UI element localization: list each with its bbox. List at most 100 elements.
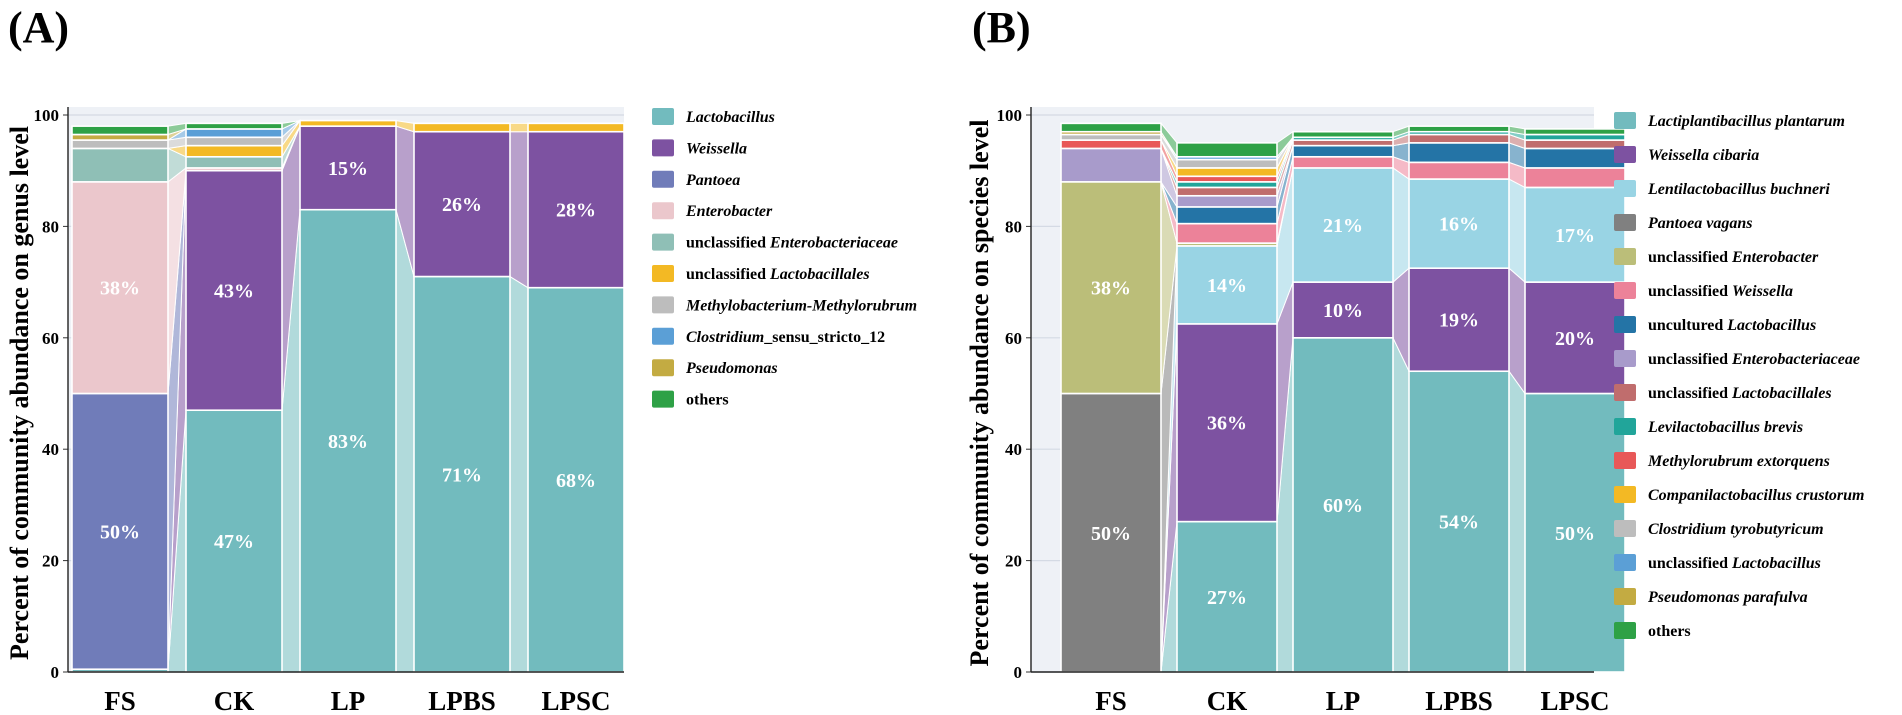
panel-a-data-label: 47%: [214, 531, 254, 553]
panel-a-connector-lactobacillus: [395, 209, 415, 673]
panel-b-segment-others: [1408, 125, 1510, 133]
panel-a-segment-pseudomonas: [71, 133, 169, 141]
legend-text-part: unclassified: [1648, 555, 1732, 572]
panel-a-legend-label-others: others: [686, 392, 729, 409]
panel-b-legend-label-pantoea-vagans: Pantoea vagans: [1647, 215, 1752, 232]
panel-a-legend-swatch-lactobacillus: [652, 108, 674, 125]
panel-b-ytick-label: 20: [1005, 552, 1022, 571]
panel-b-legend-swatch-clostridium-tyrobutyricum: [1614, 520, 1636, 537]
panel-b-segment-weissella-cibaria: [1176, 323, 1278, 523]
panel-a-ytick-label: 0: [51, 663, 60, 682]
panel-a-data-label: 71%: [442, 464, 482, 486]
legend-text-part: Enterobacteriaceae: [769, 235, 898, 252]
panel-a-segment-weissella: [527, 130, 625, 289]
panel-a: (A) 0 20 40 60 80 100 50% 38% 47% 43% 83% 15% 71% 26% 6…: [5, 3, 917, 715]
panel-b-ytick-label: 40: [1005, 440, 1022, 459]
panel-b-legend-label-lactiplantibacillus-plantarum: Lactiplantibacillus plantarum: [1647, 113, 1845, 130]
panel-b-legend-label-pseudomonas-parafulva: Pseudomonas parafulva: [1647, 589, 1808, 606]
panel-a-xtick-label: FS: [104, 686, 136, 715]
panel-b-segment-uncultured-lactobacillus: [1408, 142, 1510, 164]
legend-text-part: Clostridium: [686, 329, 764, 346]
panel-a-data-label: 26%: [442, 194, 482, 216]
panel-b-bar-lpsc: [1524, 128, 1626, 673]
panel-a-legend-swatch-unclassified-lactobacillales: [652, 265, 674, 282]
legend-text-part: Levilactobacillus brevis: [1647, 419, 1803, 436]
panel-a-legend-label-unclassified-enterobacteriaceae: unclassified Enterobacteriaceae: [686, 235, 898, 252]
panel-b-legend-swatch-unclassified-lactobacillus: [1614, 554, 1636, 571]
legend-text-part: _sensu_stricto_12: [763, 329, 885, 346]
panel-b-legend-label-unclassified-enterobacter: unclassified Enterobacter: [1648, 249, 1819, 266]
panel-b-segment-companilactobacillus-crustorum: [1176, 167, 1278, 178]
panel-b-ytick-label: 60: [1005, 329, 1022, 348]
panel-b-segment-others: [1524, 128, 1626, 136]
panel-a-segment-lactobacillus: [527, 286, 625, 673]
legend-text-part: Pantoea vagans: [1647, 215, 1752, 232]
panel-b-segment-weissella-cibaria: [1408, 267, 1510, 373]
panel-b-segment-others: [1176, 142, 1278, 158]
panel-b-segment-lentilactobacillus-buchneri: [1292, 167, 1394, 283]
panel-a-segment-weissella: [299, 125, 397, 211]
panel-b-legend-swatch-unclassified-weissella: [1614, 282, 1636, 299]
panel-b-segment-weissella-cibaria: [1524, 281, 1626, 395]
legend-text-part: Methylorubrum extorquens: [1647, 453, 1830, 470]
panel-a-legend-swatch-weissella: [652, 139, 674, 157]
legend-text-part: Enterobacteriaceae: [1731, 351, 1860, 368]
panel-a-segment-unclassified-lactobacillales: [185, 144, 283, 158]
legend-text-part: Lentilactobacillus buchneri: [1647, 181, 1830, 198]
panel-b-xtick-label: LPSC: [1540, 686, 1609, 715]
panel-a-legend-label-methylobacterium-methylorubrum: Methylobacterium-Methylorubrum: [685, 297, 917, 314]
panel-a-legend-label-weissella: Weissella: [686, 140, 747, 157]
panel-b-y-axis-title: Percent of community abundance on specie…: [965, 120, 994, 667]
panel-b-bar-fs: [1060, 122, 1162, 673]
panel-a-legend-label-enterobacter: Enterobacter: [685, 203, 773, 220]
panel-a-legend-swatch-methylobacterium-methylorubrum: [652, 296, 674, 314]
panel-a-bar-fs: [71, 125, 169, 673]
panel-b-segment-unclassified-lactobacillales: [1292, 139, 1394, 147]
legend-text-part: Lactobacillales: [769, 266, 870, 283]
panel-b-segment-unclassified-weissella: [1292, 155, 1394, 169]
panel-b-segment-unclassified-weissella: [1176, 222, 1278, 244]
legend-text-part: Lactiplantibacillus plantarum: [1647, 113, 1845, 130]
panel-a-segment-lactobacillus: [413, 275, 511, 673]
panel-b-legend-label-unclassified-enterobacteriaceae: unclassified Enterobacteriaceae: [1648, 351, 1860, 368]
panel-b-legend-swatch-unclassified-enterobacter: [1614, 248, 1636, 265]
panel-b-data-label: 17%: [1555, 225, 1595, 247]
panel-a-segment-lactobacillus: [185, 409, 283, 673]
panel-b-segment-levilactobacillus-brevis: [1176, 181, 1278, 189]
panel-b-bar-lpbs: [1408, 125, 1510, 673]
panel-b-legend-label-unclassified-weissella: unclassified Weissella: [1648, 283, 1793, 300]
panel-b-segment-levilactobacillus-brevis: [1524, 133, 1626, 141]
panel-b-legend-swatch-companilactobacillus-crustorum: [1614, 486, 1636, 503]
panel-b-legend-label-weissella-cibaria: Weissella cibaria: [1648, 147, 1759, 164]
panel-b-segment-others: [1292, 130, 1394, 139]
legend-text-part: uncultured: [1648, 317, 1727, 334]
panel-a-legend-label-pseudomonas: Pseudomonas: [685, 360, 778, 377]
panel-b-segment-methylorubrum-extorquens: [1176, 175, 1278, 183]
legend-text-part: Pantoea: [685, 172, 740, 189]
legend-text-part: Lactobacillus: [1726, 317, 1816, 334]
panel-a-segment-pantoea: [71, 392, 169, 671]
panel-b-segment-uncultured-lactobacillus: [1292, 144, 1394, 158]
panel-b-legend: Lactiplantibacillus plantarum Weissella c…: [1614, 112, 1864, 640]
panel-b-segment-unclassified-weissella: [1408, 161, 1510, 180]
panel-a-segment-unclassified-lactobacillales: [527, 122, 625, 133]
panel-b-legend-swatch-unclassified-enterobacteriaceae: [1614, 350, 1636, 367]
panel-b-segment-unclassified-lactobacillales: [1176, 186, 1278, 197]
panel-a-legend-swatch-enterobacter: [652, 202, 674, 220]
panel-b-xtick-label: LP: [1326, 686, 1361, 715]
panel-b-data-label: 60%: [1323, 495, 1363, 517]
legend-text-part: Clostridium tyrobutyricum: [1648, 521, 1824, 538]
panel-b-legend-swatch-unclassified-lactobacillales: [1614, 384, 1636, 401]
panel-a-segment-others: [71, 125, 169, 136]
panel-b-data-label: 14%: [1207, 275, 1247, 297]
panel-b-ytick-label: 100: [997, 106, 1023, 125]
panel-b-legend-swatch-uncultured-lactobacillus: [1614, 316, 1636, 333]
panel-a-legend-swatch-unclassified-enterobacteriaceae: [652, 233, 674, 251]
panel-a-xtick-label: LPSC: [541, 686, 610, 715]
legend-text-part: Pseudomonas: [685, 360, 778, 377]
panel-b-segment-methylorubrum-extorquens: [1060, 139, 1162, 150]
panel-b-legend-swatch-lentilactobacillus-buchneri: [1614, 180, 1636, 197]
panel-a-ytick-label: 20: [42, 552, 59, 571]
legend-text-part: Lactobacillales: [1731, 385, 1832, 402]
panel-a-xtick-label: CK: [214, 686, 255, 715]
